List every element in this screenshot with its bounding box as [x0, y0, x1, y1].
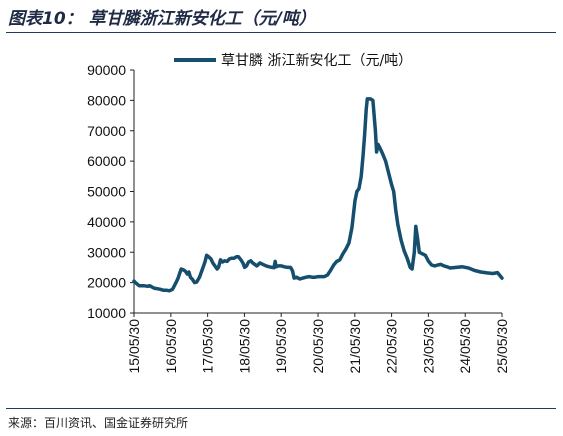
x-tick-label: 23/05/30 [420, 319, 436, 374]
legend-label: 草甘膦 浙江新安化工（元/吨） [221, 53, 412, 69]
y-tick-label: 20000 [87, 275, 126, 291]
x-tick-label: 19/05/30 [273, 319, 289, 374]
y-tick-label: 40000 [87, 214, 126, 230]
y-tick-label: 70000 [87, 123, 126, 139]
x-tick-label: 16/05/30 [163, 319, 179, 374]
x-tick-label: 21/05/30 [347, 319, 363, 374]
y-tick-label: 90000 [87, 62, 126, 78]
x-tick-label: 20/05/30 [310, 319, 326, 374]
source-divider [6, 408, 556, 409]
y-tick-label: 30000 [87, 244, 126, 260]
chart-title: 图表10： 草甘膦浙江新安化工（元/吨） [8, 9, 316, 29]
x-tick-label: 18/05/30 [236, 319, 252, 374]
title-divider [6, 32, 556, 33]
y-tick-label: 10000 [87, 305, 126, 321]
x-tick-label: 15/05/30 [126, 319, 142, 374]
x-tick-label: 22/05/30 [384, 319, 400, 374]
series-line [132, 97, 504, 293]
y-tick-label: 50000 [87, 184, 126, 200]
x-tick-label: 17/05/30 [200, 319, 216, 374]
source-note: 来源：百川资讯、国金证券研究所 [8, 416, 189, 430]
chart-axes: 10000 20000 30000 40000 50000 60000 70000 80000… [87, 62, 510, 374]
y-tick-label: 80000 [87, 92, 126, 108]
x-tick-label: 24/05/30 [457, 319, 473, 374]
x-tick-label: 25/05/30 [494, 319, 510, 374]
series-layer [132, 97, 504, 293]
y-tick-label: 60000 [87, 153, 126, 169]
chart-legend: 草甘膦 浙江新安化工（元/吨） [174, 53, 412, 69]
